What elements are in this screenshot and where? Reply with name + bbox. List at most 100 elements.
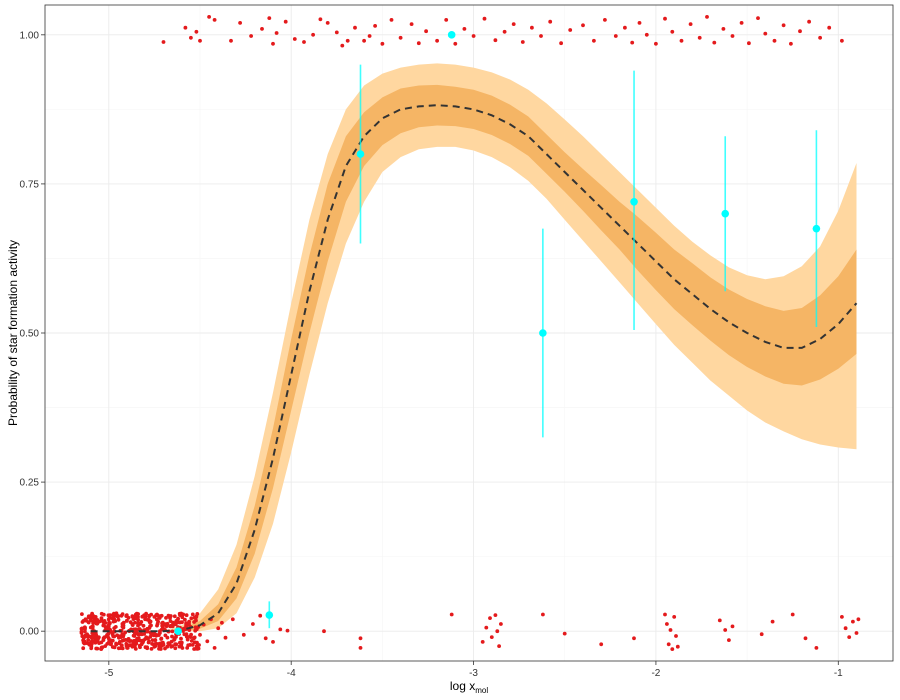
observation-point: [124, 619, 129, 623]
observation-point: [238, 21, 243, 25]
observation-point: [207, 15, 212, 19]
observation-point: [220, 620, 224, 625]
observation-point: [198, 632, 202, 637]
binned-mean-point: [265, 611, 274, 619]
observation-point: [851, 619, 855, 624]
observation-point: [435, 38, 439, 43]
observation-point: [471, 34, 476, 38]
x-axis-ticks: -5 -4 -3 -2 -1: [104, 661, 843, 679]
observation-point: [632, 636, 636, 641]
observation-point: [170, 629, 175, 634]
binned-means: [174, 31, 821, 635]
observation-point: [723, 628, 728, 632]
observation-points: [79, 15, 861, 651]
observation-point: [170, 634, 174, 639]
observation-point: [847, 635, 852, 639]
x-axis-title-subscript: mol: [475, 686, 488, 695]
observation-point: [112, 645, 117, 650]
observation-point: [169, 639, 174, 644]
observation-point: [181, 629, 185, 633]
observation-point: [170, 624, 175, 629]
observation-point: [90, 635, 95, 640]
observation-point: [153, 638, 158, 642]
observation-point: [192, 620, 197, 624]
observation-point: [96, 620, 100, 625]
observation-point: [292, 37, 297, 41]
observation-point: [168, 624, 173, 629]
observation-point: [212, 646, 217, 650]
observation-point: [599, 642, 604, 647]
observation-point: [818, 35, 822, 40]
observation-point: [229, 38, 233, 43]
observation-point: [131, 633, 136, 638]
y-axis-ticks: 0.00 0.25 0.50 0.75 1.00: [20, 30, 45, 638]
observation-point: [87, 642, 92, 647]
observation-point: [712, 40, 717, 45]
observation-point: [216, 626, 221, 631]
observation-point: [278, 627, 283, 632]
observation-point: [121, 632, 126, 637]
observation-point: [781, 23, 786, 28]
observation-point: [83, 617, 88, 622]
observation-point: [90, 624, 94, 629]
observation-point: [123, 638, 128, 642]
observation-point: [189, 639, 194, 643]
observation-point: [195, 640, 199, 645]
observation-point: [322, 629, 326, 634]
x-axis-title-main: log x: [450, 679, 475, 693]
observation-point: [166, 641, 171, 646]
observation-point: [86, 638, 91, 642]
observation-point: [730, 34, 735, 38]
observation-point: [241, 632, 246, 637]
observation-point: [480, 640, 485, 644]
observation-point: [482, 16, 487, 21]
observation-point: [140, 640, 145, 645]
observation-point: [663, 612, 667, 617]
observation-point: [730, 624, 735, 629]
observation-point: [756, 16, 760, 20]
observation-point: [139, 620, 144, 624]
observation-point: [212, 18, 217, 22]
y-tick-label: 0.50: [20, 329, 40, 340]
observation-point: [93, 640, 98, 645]
observation-point: [541, 612, 545, 617]
observation-point: [95, 637, 100, 642]
observation-point: [120, 612, 125, 616]
observation-point: [190, 612, 195, 617]
observation-point: [311, 32, 315, 37]
observation-point: [148, 624, 153, 628]
observation-point: [358, 636, 363, 641]
observation-point: [856, 617, 861, 622]
observation-point: [164, 616, 168, 620]
observation-point: [493, 38, 498, 43]
observation-point: [325, 21, 330, 25]
observation-point: [840, 38, 844, 43]
observation-point: [180, 615, 185, 620]
observation-point: [188, 643, 192, 647]
observation-point: [101, 620, 106, 624]
observation-point: [148, 635, 153, 639]
observation-point: [149, 647, 154, 651]
observation-point: [137, 643, 142, 648]
observation-point: [334, 30, 339, 35]
observation-point: [130, 644, 135, 649]
observation-point: [251, 622, 255, 626]
observation-point: [389, 18, 394, 22]
observation-point: [153, 642, 157, 646]
observation-point: [189, 35, 193, 40]
observation-point: [140, 614, 145, 619]
observation-point: [263, 636, 268, 641]
observation-point: [581, 23, 585, 28]
observation-point: [172, 637, 177, 641]
observation-point: [770, 619, 775, 624]
observation-point: [99, 647, 104, 651]
observation-point: [665, 622, 669, 626]
observation-point: [739, 21, 744, 25]
observation-point: [107, 614, 112, 619]
observation-point: [223, 635, 228, 640]
observation-point: [134, 638, 138, 643]
observation-point: [453, 41, 458, 46]
observation-point: [318, 17, 323, 22]
x-tick-label: -2: [651, 668, 660, 679]
